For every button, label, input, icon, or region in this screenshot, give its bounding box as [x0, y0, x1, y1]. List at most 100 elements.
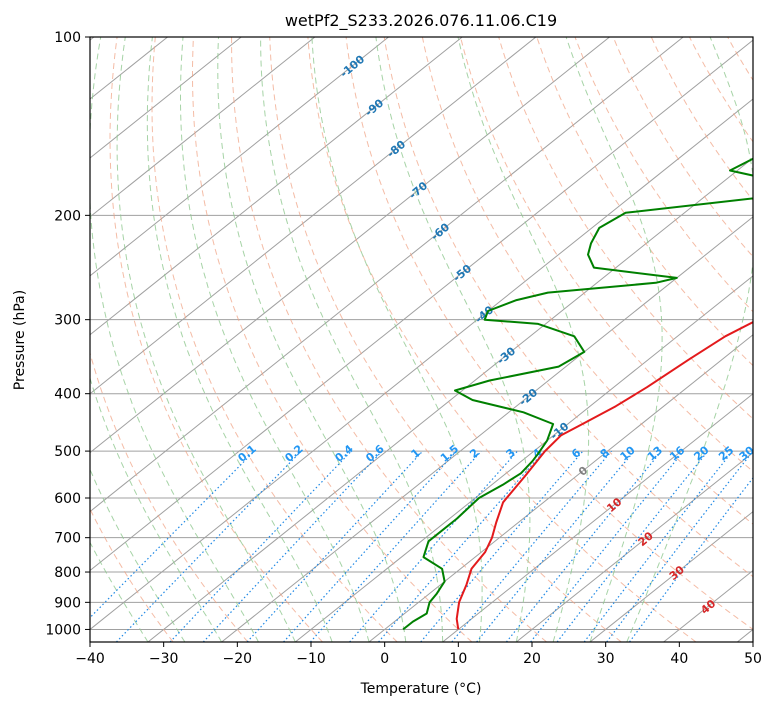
isotherm--40 [90, 98, 753, 631]
dry-adiabat [650, 37, 753, 202]
isotherm-label: -40 [473, 303, 497, 326]
dry-adiabat [766, 37, 775, 642]
dry-adiabat [498, 37, 753, 420]
mixing-ratio-line [629, 477, 753, 642]
mixing-ratio-line [505, 450, 662, 642]
isotherm-0 [368, 334, 753, 642]
moist-adiabat [146, 37, 333, 642]
x-tick-label: −10 [296, 651, 326, 667]
isotherm-20 [515, 452, 753, 642]
moist-adiabat [565, 37, 663, 642]
isotherm-label: 30 [667, 563, 687, 583]
mixing-ratio-label: 2 [467, 446, 481, 461]
x-tick-label: −30 [149, 651, 179, 667]
dry-adiabat [345, 37, 753, 630]
mixing-ratio-line [378, 450, 545, 642]
dewpoint-profile [402, 157, 753, 631]
dry-adiabat [269, 37, 622, 642]
isotherm-10 [442, 393, 753, 642]
isotherm-label: -20 [517, 386, 541, 409]
moist-adiabat [90, 468, 186, 642]
moist-adiabat [217, 37, 407, 642]
y-tick-label: 600 [54, 491, 81, 507]
dry-adiabat [689, 37, 753, 143]
moist-adiabat [626, 37, 753, 642]
isotherm-30 [589, 510, 753, 642]
isotherm-label: -80 [385, 138, 409, 161]
mixing-ratio-label: 0.2 [282, 442, 305, 464]
background-lines [90, 37, 775, 642]
mixing-ratio-label: 8 [598, 446, 612, 461]
moist-adiabat [90, 376, 223, 642]
moist-adiabat [375, 37, 531, 642]
dry-adiabat [90, 351, 249, 642]
mixing-ratio-label: 3 [504, 446, 518, 461]
dry-adiabat [574, 37, 753, 313]
mixing-ratio-line [202, 450, 383, 642]
dry-adiabat [151, 37, 398, 642]
isotherm--80 [90, 37, 537, 395]
dry-adiabat [109, 37, 323, 642]
mixing-ratio-label: 0.1 [235, 442, 258, 464]
isotherm--110 [90, 37, 316, 218]
profile-lines [402, 157, 753, 631]
mixing-ratio-line [451, 450, 612, 642]
isotherm-label: -100 [338, 52, 368, 80]
dry-adiabat [90, 507, 174, 642]
mixing-ratio-line [309, 450, 482, 642]
temperature-profile [455, 320, 753, 630]
mixing-ratio-line [476, 450, 635, 642]
x-tick-label: −20 [223, 651, 253, 667]
mixing-ratio-label: 36 [758, 443, 775, 463]
isotherm-label: -30 [495, 344, 519, 367]
x-tick-label: 30 [597, 651, 615, 667]
x-tick-label: −40 [75, 651, 105, 667]
dry-adiabat [383, 37, 753, 578]
y-tick-label: 300 [54, 313, 81, 329]
dry-adiabat [231, 37, 547, 642]
x-tick-label: 40 [670, 651, 688, 667]
y-tick-label: 1000 [45, 622, 81, 638]
y-tick-label: 200 [54, 208, 81, 224]
mixing-ratio-line [420, 450, 584, 642]
dry-adiabat [612, 37, 753, 258]
chart-title: wetPf2_S233.2026.076.11.06.C19 [285, 11, 557, 31]
mixing-ratio-line [606, 450, 753, 642]
isotherm-50 [736, 628, 753, 642]
y-tick-label: 900 [54, 595, 81, 611]
mixing-ratio-label: 20 [691, 443, 711, 463]
dry-adiabat [307, 37, 697, 642]
isotherm-label: 40 [698, 597, 718, 617]
x-tick-label: 20 [523, 651, 541, 667]
isotherm--100 [90, 37, 389, 277]
line-labels: 0.1 0.2 0.4 0.6 1 1.5 2 3 4 6 8 10 13 16 20 25 30 36-100-… [235, 52, 775, 617]
plot-frame [89, 36, 754, 643]
mixing-ratio-line [583, 450, 734, 642]
mixing-ratio-label: 0.6 [363, 442, 387, 465]
mixing-ratio-label: 10 [618, 443, 638, 463]
x-tick-label: 50 [744, 651, 762, 667]
x-axis-title: Temperature (°C) [360, 681, 482, 697]
isotherm--50 [90, 39, 753, 572]
y-tick-label: 100 [54, 30, 81, 46]
isotherm--90 [90, 37, 463, 336]
isotherm-label: -50 [451, 262, 475, 285]
mixing-ratio-line [349, 450, 518, 642]
mixing-ratio-line [246, 450, 424, 642]
moist-adiabat [180, 37, 370, 642]
y-tick-label: 400 [54, 387, 81, 403]
isotherm--20 [221, 216, 753, 642]
mixing-ratio-line [169, 450, 352, 642]
y-tick-label: 800 [54, 565, 81, 581]
isotherm--60 [90, 37, 684, 513]
dry-adiabat [421, 37, 753, 525]
isotherm-label: -70 [407, 179, 431, 202]
x-tick-label: 0 [380, 651, 389, 667]
isotherm--30 [147, 157, 753, 642]
dry-adiabat [460, 37, 753, 473]
y-tick-label: 500 [54, 444, 81, 460]
dry-adiabat [727, 37, 753, 82]
mixing-ratio-label: 0.4 [333, 442, 357, 465]
isotherm--120 [90, 37, 242, 159]
